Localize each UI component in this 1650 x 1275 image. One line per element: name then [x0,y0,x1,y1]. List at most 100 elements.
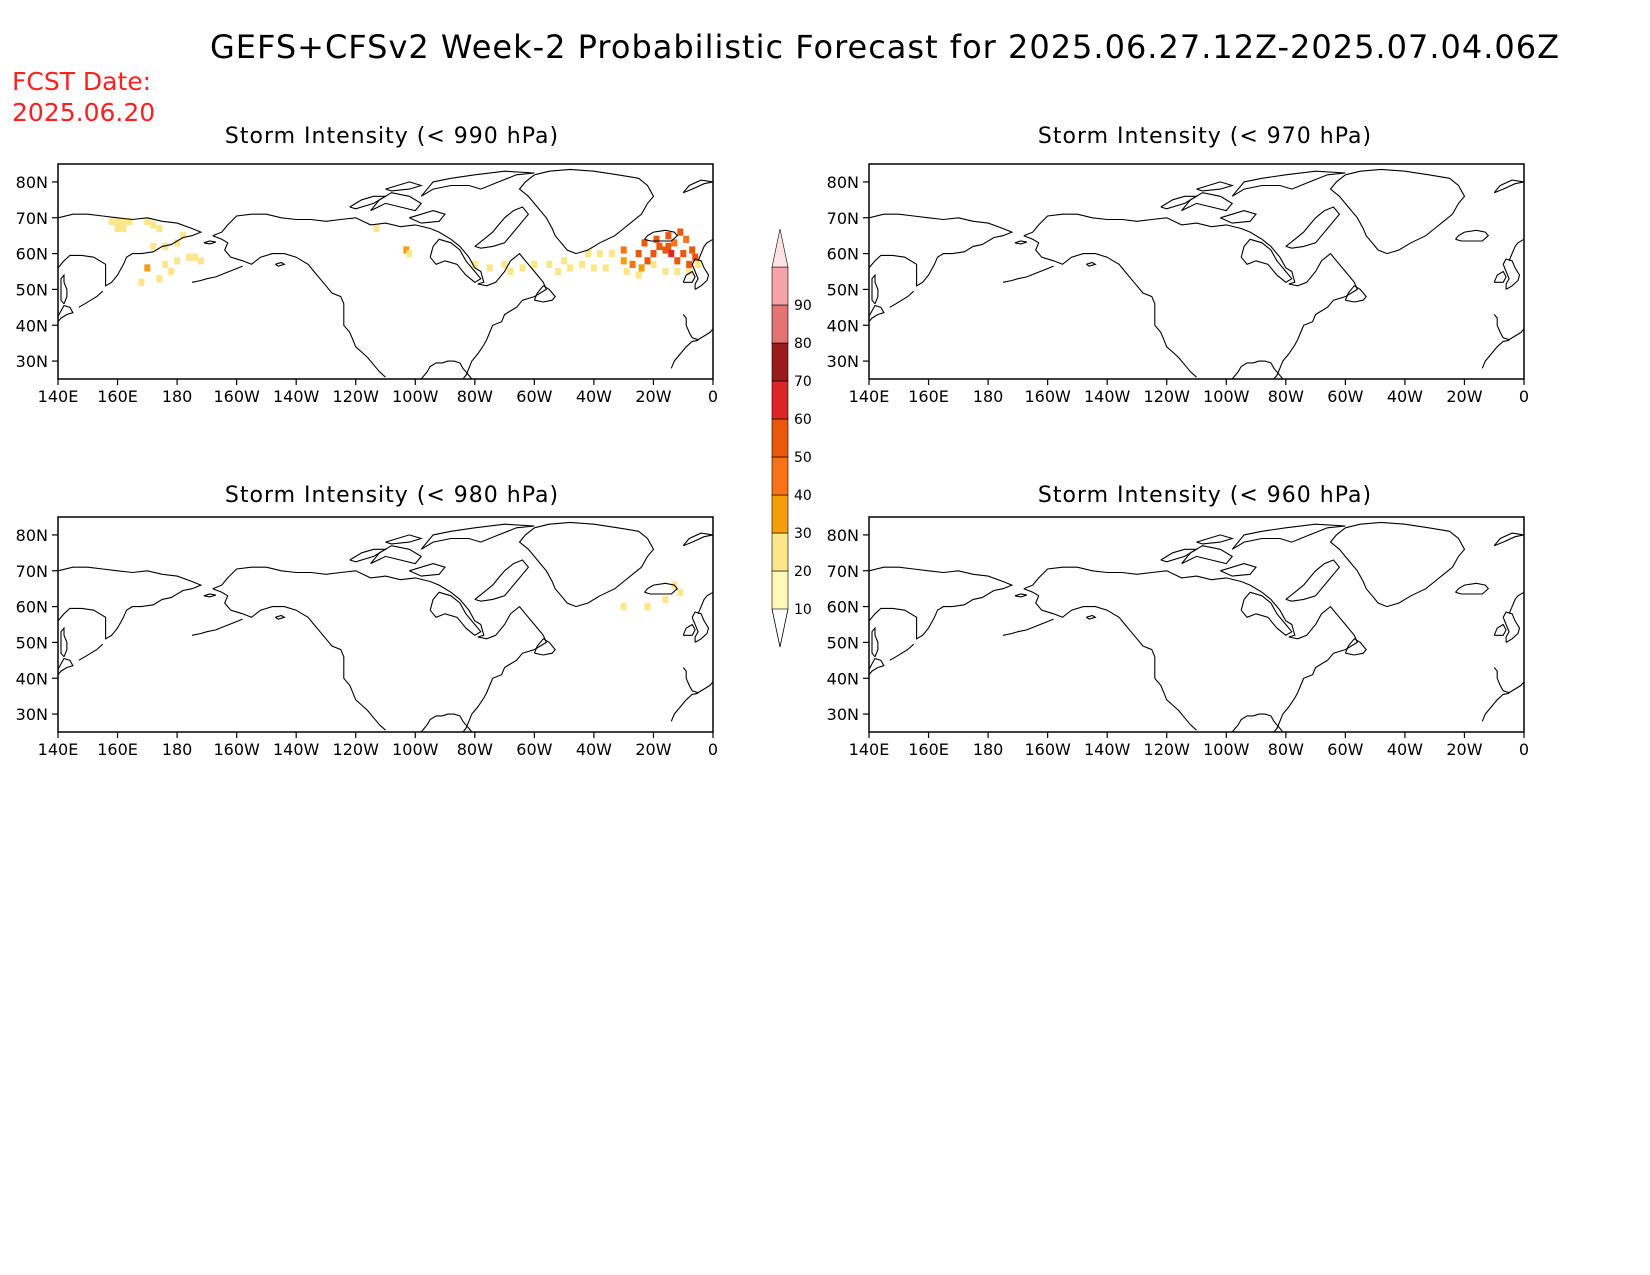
coastline [60,273,68,305]
colorbar-segment [771,266,789,306]
lon-tick-label: 140E [38,387,79,406]
coastline [275,261,286,267]
lon-tick-label: 140W [273,387,320,406]
probability-cell [406,250,413,258]
lon-tick-label: 120W [333,740,380,759]
probability-cell [486,264,493,272]
probability-cell [192,253,198,261]
lon-tick-label: 120W [1144,387,1191,406]
map-content [58,168,713,379]
probability-cell [162,260,169,268]
colorbar-segment [771,532,789,572]
coastline [682,532,713,547]
probability-cell [638,264,645,272]
probability-cell [138,278,145,286]
coastline [644,582,679,595]
probability-cell [120,217,127,225]
lon-tick-label: 140E [849,387,890,406]
coastline [1231,170,1346,197]
coastline [1481,692,1510,722]
probability-cell [671,239,678,247]
lat-tick-label: 40N [827,316,859,335]
lon-tick-label: 120W [1144,740,1191,759]
coastline [644,229,679,242]
lat-tick-label: 30N [827,352,859,371]
lat-tick-label: 50N [827,633,859,652]
coastline [1023,588,1197,731]
lon-tick-label: 0 [708,387,718,406]
colorbar-bottom-arrow [771,608,789,648]
colorbar-segment [771,494,789,534]
probability-cell [677,228,684,236]
lon-tick-label: 40W [1387,740,1423,759]
coastline [889,290,915,308]
probability-cell [108,217,115,225]
colorbar-segment [771,342,789,382]
lon-tick-label: 140E [849,740,890,759]
coastline [518,521,655,608]
lon-tick-label: 160E [97,387,138,406]
coastline [1231,713,1284,732]
coastline [1086,261,1097,267]
coastline [869,213,1014,287]
probability-cell [585,250,591,258]
probability-cell [674,257,681,265]
coastline [1493,314,1524,341]
probability-cell [641,239,648,247]
coastline [1508,591,1524,615]
main-title: GEFS+CFSv2 Week-2 Probabilistic Forecast… [209,28,1561,66]
probability-cell [174,257,181,265]
coastline [420,360,473,379]
probability-cell [114,217,121,225]
lon-tick-label: 160W [213,740,260,759]
probability-cell [665,242,672,250]
coastline [409,563,446,577]
probability-cell [644,603,651,611]
coastline [1493,623,1507,636]
coastline [385,181,424,192]
coastline [1002,618,1054,636]
lon-tick-label: 160E [908,740,949,759]
probability-cell [656,242,663,250]
colorbar-label: 60 [794,412,812,428]
probability-cell [186,253,192,261]
coastline [1023,235,1197,378]
probability-cell [555,267,562,276]
probability-cell [197,257,204,265]
probability-cell [150,242,157,250]
coastline [1023,213,1358,379]
coastline [889,643,915,661]
lat-tick-label: 70N [16,562,48,581]
lon-tick-label: 160E [908,387,949,406]
coastline [1481,339,1510,369]
coastline [474,206,530,249]
coastline [1240,591,1293,636]
lon-tick-label: 180 [973,387,1004,406]
probability-cell [662,267,669,276]
lon-tick-label: 140W [273,740,320,759]
coastline [58,566,203,640]
probability-cell [608,250,615,258]
probability-cell [677,588,684,596]
lat-tick-label: 80N [827,173,859,192]
lat-tick-label: 30N [16,352,48,371]
lat-tick-label: 70N [16,209,48,228]
coastline [1160,195,1199,210]
coastline [533,638,556,656]
coastline [518,168,655,255]
coastline [1231,360,1284,379]
coastline [1455,582,1490,595]
lat-tick-label: 80N [16,526,48,545]
probability-cell [174,239,181,247]
panel-title-980: Storm Intensity (< 980 hPa) [224,483,560,508]
probability-cell [579,260,585,268]
lat-tick-label: 60N [827,598,859,617]
map-frame [868,163,1525,380]
coastline [60,626,68,658]
coastline [697,238,713,262]
probability-cell [644,257,651,265]
probability-cell [674,267,681,276]
fcst-date-caption: FCST Date: [12,67,152,96]
colorbar-label: 90 [794,298,812,314]
coastline [1329,521,1466,608]
